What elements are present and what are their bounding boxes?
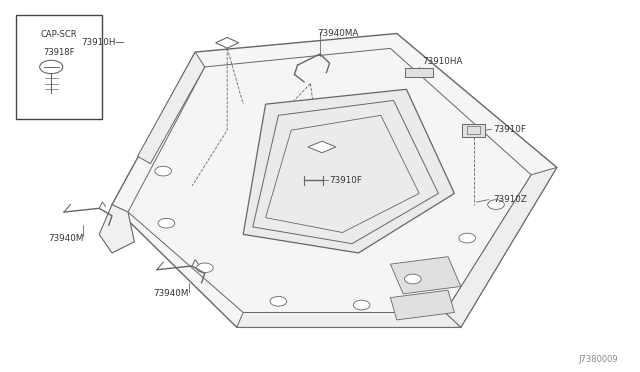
- Text: 73940M: 73940M: [48, 234, 83, 243]
- Circle shape: [404, 274, 421, 284]
- Polygon shape: [99, 205, 134, 253]
- Circle shape: [353, 300, 370, 310]
- Polygon shape: [243, 89, 454, 253]
- Polygon shape: [138, 52, 205, 164]
- Circle shape: [196, 263, 213, 273]
- Bar: [462, 124, 485, 137]
- Text: 73940M: 73940M: [154, 289, 189, 298]
- Polygon shape: [308, 141, 336, 153]
- Polygon shape: [445, 167, 557, 327]
- Polygon shape: [237, 312, 461, 327]
- Polygon shape: [390, 290, 454, 320]
- Text: 73910Z: 73910Z: [493, 195, 527, 203]
- Text: 73910H—: 73910H—: [81, 38, 125, 47]
- Circle shape: [270, 296, 287, 306]
- Polygon shape: [112, 33, 557, 327]
- Polygon shape: [216, 38, 239, 48]
- Bar: [405, 68, 433, 77]
- Text: J7380009: J7380009: [578, 355, 618, 364]
- Circle shape: [488, 200, 504, 209]
- Text: 73910F: 73910F: [493, 125, 525, 134]
- Bar: [16, 15, 102, 119]
- Bar: [467, 126, 480, 134]
- Text: 73910F: 73910F: [330, 176, 362, 185]
- Text: CAP-SCR: CAP-SCR: [41, 30, 77, 39]
- Text: 73918F: 73918F: [44, 48, 75, 57]
- Circle shape: [158, 218, 175, 228]
- Circle shape: [459, 233, 476, 243]
- Text: 73940MA: 73940MA: [317, 29, 358, 38]
- Circle shape: [155, 166, 172, 176]
- Polygon shape: [390, 257, 461, 294]
- Text: 73910HA: 73910HA: [422, 57, 463, 66]
